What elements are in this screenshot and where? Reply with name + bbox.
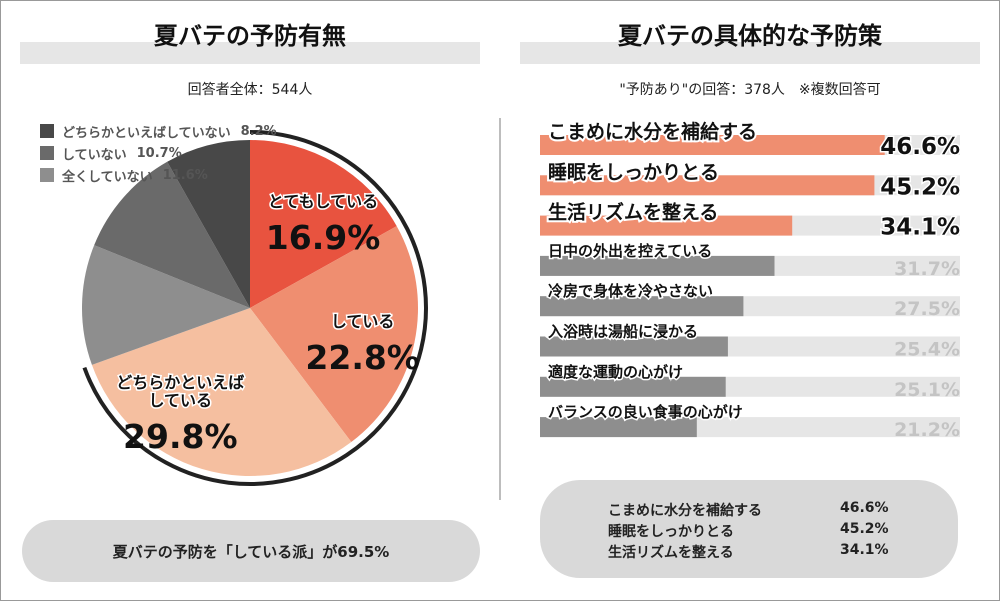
- summary-value: 34.1%: [840, 542, 889, 558]
- summary-value: 45.2%: [840, 521, 889, 537]
- summary-label: 生活リズムを整える: [608, 545, 734, 561]
- pie-slice-label: している: [149, 391, 213, 410]
- pie-slice-label: とてもしている: [268, 192, 378, 211]
- bar: [540, 255, 775, 276]
- legend-item-not: していない 10.7%: [40, 142, 277, 164]
- legend-label: 全くしていない: [62, 169, 153, 185]
- bar: [540, 417, 697, 438]
- bar-value-label: 46.6%: [880, 134, 960, 160]
- bar: [540, 336, 728, 357]
- bar-category-label: 生活リズムを整える: [548, 201, 718, 224]
- panel-divider: [499, 118, 501, 500]
- summary-value: 46.6%: [840, 500, 889, 516]
- pie-slice-label: している: [331, 312, 395, 331]
- bar: [540, 135, 885, 155]
- bar-category-label: 入浴時は湯船に浸かる: [548, 323, 698, 341]
- pie-slice-value: 22.8%: [305, 338, 420, 377]
- left-panel-title: 夏バテの予防有無: [154, 22, 346, 50]
- right-title-bar: [520, 42, 980, 64]
- bar-category-label: 日中の外出を控えている: [548, 242, 712, 260]
- legend-swatch: [40, 146, 54, 160]
- bar-value-label: 25.4%: [894, 339, 960, 361]
- legend-label: していない: [62, 147, 127, 163]
- right-panel-subtitle: "予防あり"の回答：378人 ※複数回答可: [619, 82, 881, 98]
- pie-slice: [167, 140, 250, 308]
- right-panel-title: 夏バテの具体的な予防策: [618, 22, 882, 50]
- bar-chart: こまめに水分を補給する 46.6% 睡眠をしっかりとる 45.2% 生活リズムを整える 3…: [540, 118, 962, 441]
- legend-value: 8.2%: [240, 123, 277, 139]
- left-summary-text: 夏バテの予防を「している派」が69.5%: [112, 542, 390, 561]
- legend-value: 10.7%: [136, 145, 182, 161]
- bar-category-label: バランスの良い食事の心がけ: [548, 403, 743, 421]
- pie-slice: [81, 245, 251, 365]
- left-summary-pill: 夏バテの予防を「している派」が69.5%: [22, 520, 480, 582]
- bar-category-label: 適度な運動の心がけ: [548, 363, 683, 381]
- legend-label: どちらかといえばしていない: [62, 125, 231, 141]
- legend-item-not-at-all: 全くしていない 11.6%: [40, 164, 277, 186]
- pie-slice-value: 29.8%: [123, 417, 238, 456]
- bar: [540, 376, 726, 397]
- summary-label: 睡眠をしっかりとる: [608, 524, 734, 540]
- pie-slice-label: どちらかといえば: [116, 373, 244, 392]
- pie-slice: [250, 140, 397, 308]
- legend-value: 11.6%: [162, 167, 208, 183]
- pie-slice-value: 16.9%: [266, 218, 381, 257]
- bar-value-label: 34.1%: [880, 215, 960, 241]
- pie-slice: [91, 308, 352, 477]
- summary-row: 生活リズムを整える 34.1%: [608, 542, 908, 562]
- bar-category-label: 冷房で身体を冷やさない: [548, 282, 713, 300]
- left-title-bar: [20, 42, 480, 64]
- pie-highlight-arc: [82, 130, 428, 486]
- right-summary-pill: こまめに水分を補給する 46.6% 睡眠をしっかりとる 45.2% 生活リズムを…: [540, 480, 958, 578]
- bar-category-label: 睡眠をしっかりとる: [548, 161, 719, 183]
- bar-value-label: 21.2%: [894, 419, 960, 441]
- bar: [540, 296, 744, 317]
- summary-label: こまめに水分を補給する: [608, 503, 762, 519]
- pie-legend: どちらかといえばしていない 8.2% していない 10.7% 全くしていない 1…: [40, 120, 277, 186]
- bar: [540, 175, 875, 196]
- legend-item-somewhat-not: どちらかといえばしていない 8.2%: [40, 120, 277, 142]
- bar: [540, 215, 793, 236]
- bar-value-label: 45.2%: [880, 174, 960, 200]
- legend-swatch: [40, 124, 54, 138]
- pie-slice: [250, 226, 419, 443]
- bar-category-label: こまめに水分を補給する: [548, 120, 757, 143]
- bar-value-label: 27.5%: [894, 298, 960, 320]
- bar-value-label: 31.7%: [894, 258, 960, 280]
- pie-slice: [94, 161, 250, 308]
- left-panel-subtitle: 回答者全体：544人: [187, 82, 313, 98]
- legend-swatch: [40, 168, 54, 182]
- summary-row: こまめに水分を補給する 46.6%: [608, 500, 908, 520]
- bar-value-label: 25.1%: [894, 379, 960, 401]
- summary-row: 睡眠をしっかりとる 45.2%: [608, 521, 908, 541]
